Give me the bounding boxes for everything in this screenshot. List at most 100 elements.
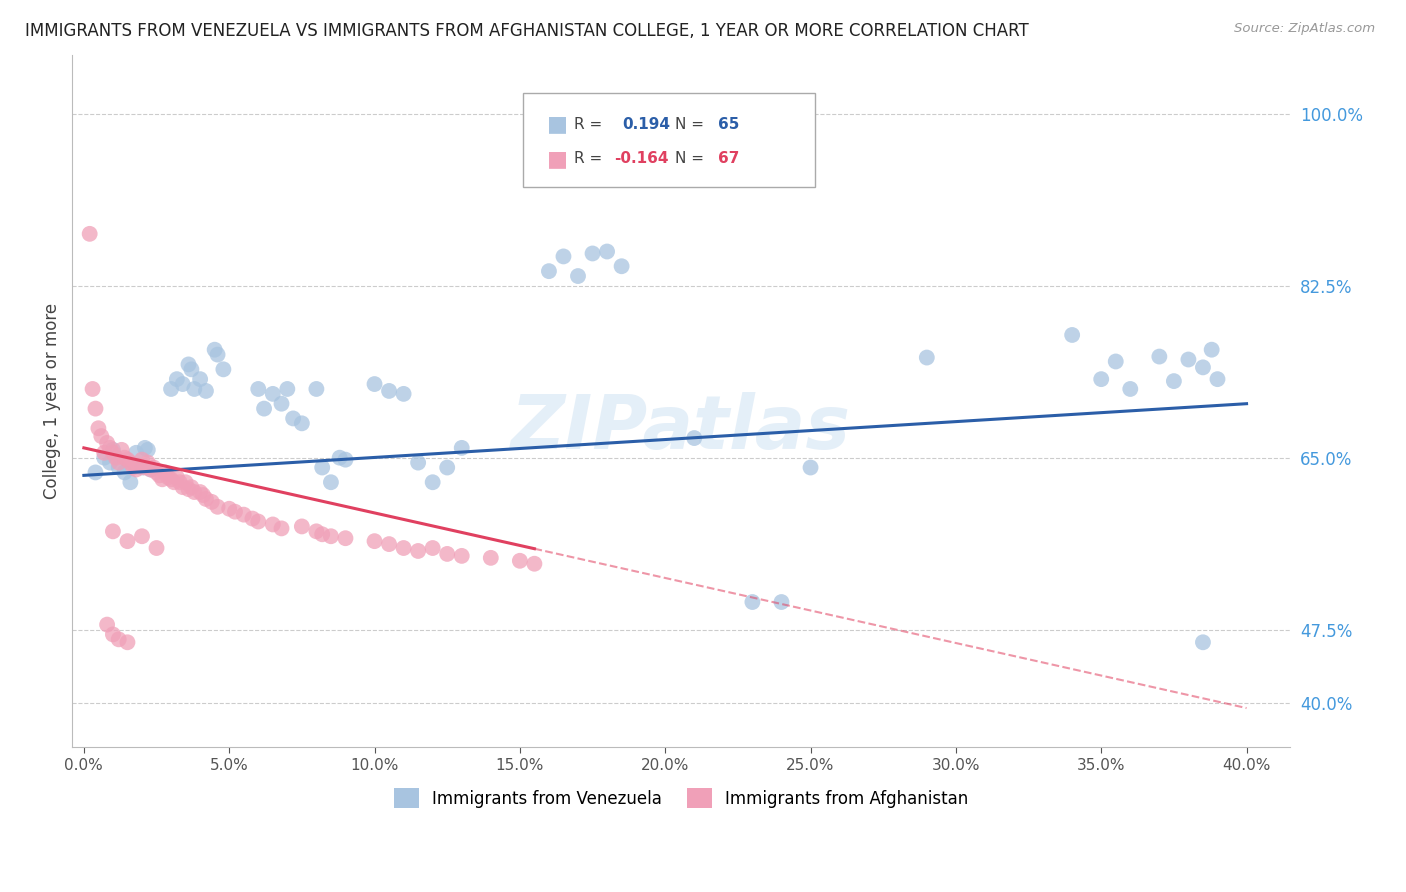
Point xyxy=(281,411,304,425)
Point xyxy=(166,470,188,484)
Point xyxy=(117,452,139,467)
Point xyxy=(450,441,472,455)
Point xyxy=(224,505,246,519)
Text: ■: ■ xyxy=(547,149,568,169)
Point xyxy=(1163,374,1185,388)
Point xyxy=(194,384,217,398)
Point xyxy=(311,460,333,475)
Point xyxy=(139,462,162,476)
Point xyxy=(247,515,270,529)
Point xyxy=(145,466,167,480)
Text: Source: ZipAtlas.com: Source: ZipAtlas.com xyxy=(1234,22,1375,36)
Text: 65: 65 xyxy=(717,117,740,132)
Point xyxy=(537,264,560,278)
Point xyxy=(134,441,156,455)
Point xyxy=(107,460,129,475)
Text: -0.164: -0.164 xyxy=(614,152,669,167)
Point xyxy=(242,511,264,525)
Text: 0.194: 0.194 xyxy=(623,117,671,132)
Point xyxy=(194,491,217,506)
Point xyxy=(1206,372,1229,386)
Point xyxy=(114,450,136,465)
Point xyxy=(305,524,328,539)
Point xyxy=(1201,343,1223,357)
Point xyxy=(683,431,706,445)
Point xyxy=(136,442,159,457)
Point xyxy=(378,537,401,551)
Point xyxy=(270,521,292,535)
Point xyxy=(212,362,235,376)
Point xyxy=(406,456,429,470)
Point xyxy=(567,268,589,283)
Point xyxy=(1192,635,1215,649)
Point xyxy=(799,460,821,475)
Point xyxy=(450,549,472,563)
Point xyxy=(363,377,385,392)
Point xyxy=(101,442,124,457)
Point xyxy=(148,468,170,483)
Text: R =: R = xyxy=(574,152,607,167)
Point xyxy=(291,519,314,533)
Point xyxy=(1177,352,1199,367)
Point xyxy=(136,456,159,470)
Point xyxy=(134,460,156,475)
Point xyxy=(523,557,546,571)
Point xyxy=(232,508,254,522)
Point xyxy=(1090,372,1112,386)
Point xyxy=(172,377,194,392)
Point xyxy=(183,382,205,396)
Text: N =: N = xyxy=(675,117,709,132)
Point xyxy=(207,348,229,362)
Point xyxy=(155,466,177,480)
Point xyxy=(90,429,112,443)
Text: R =: R = xyxy=(574,117,607,132)
Point xyxy=(319,529,342,543)
Point xyxy=(120,456,142,470)
Point xyxy=(183,485,205,500)
Point xyxy=(553,249,575,263)
Point xyxy=(406,544,429,558)
Text: 67: 67 xyxy=(717,152,740,167)
Point xyxy=(363,534,385,549)
Point xyxy=(262,387,284,401)
Point xyxy=(96,436,118,450)
Point xyxy=(125,462,148,476)
Point xyxy=(117,534,139,549)
Point xyxy=(98,441,121,455)
Point xyxy=(610,259,633,273)
Point xyxy=(122,460,145,475)
Point xyxy=(82,382,104,396)
Point xyxy=(114,466,136,480)
Point xyxy=(177,482,200,496)
Legend: Immigrants from Venezuela, Immigrants from Afghanistan: Immigrants from Venezuela, Immigrants fr… xyxy=(387,781,976,815)
Point xyxy=(87,421,110,435)
Point xyxy=(180,480,202,494)
Point xyxy=(107,456,129,470)
Point xyxy=(177,358,200,372)
Point xyxy=(581,246,603,260)
Point xyxy=(157,470,180,484)
Point xyxy=(160,382,183,396)
Point xyxy=(131,529,153,543)
Point xyxy=(104,450,127,465)
Point xyxy=(1105,354,1128,368)
Point xyxy=(145,541,167,555)
Point xyxy=(166,372,188,386)
Point xyxy=(770,595,793,609)
Text: ■: ■ xyxy=(547,114,568,135)
Point xyxy=(120,475,142,490)
Point xyxy=(509,554,531,568)
Point xyxy=(392,541,415,555)
Point xyxy=(436,460,458,475)
Point xyxy=(392,387,415,401)
Point xyxy=(79,227,101,241)
Point xyxy=(741,595,763,609)
Text: ZIPatlas: ZIPatlas xyxy=(512,392,851,466)
Point xyxy=(335,531,357,545)
Point xyxy=(247,382,270,396)
Point xyxy=(107,632,129,647)
Point xyxy=(436,547,458,561)
Y-axis label: College, 1 year or more: College, 1 year or more xyxy=(44,303,60,500)
Text: N =: N = xyxy=(675,152,709,167)
Point xyxy=(93,450,115,465)
